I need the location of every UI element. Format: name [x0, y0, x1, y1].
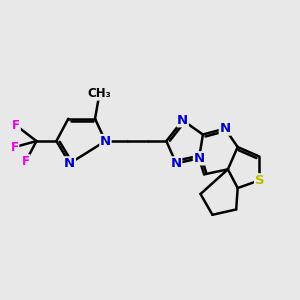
- Text: CH₃: CH₃: [88, 87, 111, 100]
- Text: N: N: [194, 152, 205, 165]
- Text: F: F: [12, 119, 20, 132]
- Text: F: F: [22, 155, 30, 168]
- Text: N: N: [177, 114, 188, 127]
- Text: F: F: [11, 140, 19, 154]
- Text: N: N: [219, 122, 230, 135]
- Text: N: N: [100, 135, 111, 148]
- Text: S: S: [255, 174, 264, 187]
- Text: N: N: [64, 157, 75, 170]
- Text: N: N: [171, 157, 182, 170]
